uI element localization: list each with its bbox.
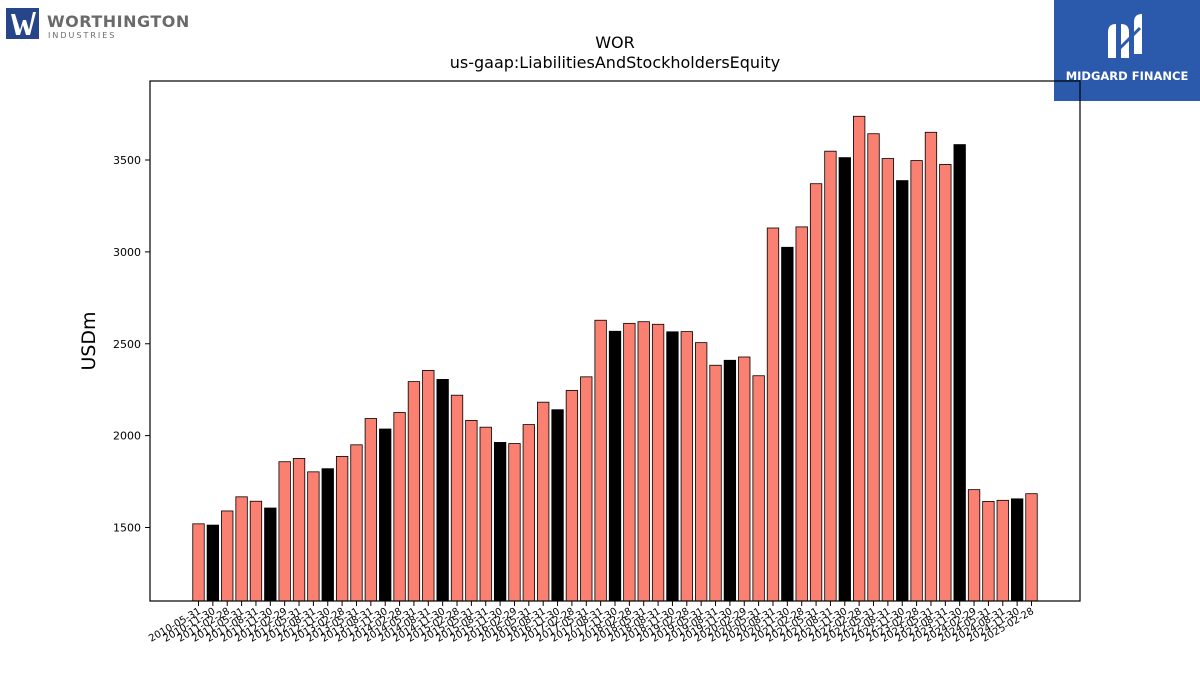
bar-2012-02-29 bbox=[278, 461, 291, 602]
bar-2017-05-31 bbox=[580, 376, 593, 602]
bar-2013-11-30 bbox=[379, 428, 392, 602]
worthington-logo: WORTHINGTON INDUSTRIES bbox=[6, 8, 206, 44]
y-tick-label: 2000 bbox=[113, 430, 141, 443]
bar-2019-02-28 bbox=[680, 331, 693, 602]
bar-2014-08-31 bbox=[422, 369, 435, 602]
midgard-logo-name: MIDGARD FINANCE bbox=[1065, 69, 1189, 83]
bar-2018-05-31 bbox=[637, 321, 650, 602]
bar-2013-02-28 bbox=[335, 455, 349, 602]
bar-2022-02-28 bbox=[853, 115, 866, 602]
bar-2022-05-31 bbox=[867, 133, 880, 602]
bar-2016-08-31 bbox=[537, 401, 550, 602]
plot-frame bbox=[149, 80, 1081, 602]
bar-2024-11-30 bbox=[1010, 498, 1024, 602]
midgard-mark-icon bbox=[1108, 14, 1142, 58]
bar-2020-02-29 bbox=[738, 356, 751, 602]
bar-2018-08-31 bbox=[651, 323, 665, 602]
bar-2017-02-28 bbox=[565, 390, 579, 602]
bar-series bbox=[192, 115, 1038, 602]
bar-2010-05-31 bbox=[192, 523, 205, 602]
y-tick-label: 1500 bbox=[113, 522, 141, 535]
bar-2017-08-31 bbox=[594, 319, 607, 602]
bar-2023-11-30 bbox=[953, 144, 966, 602]
bar-2023-08-31 bbox=[939, 164, 952, 602]
bar-2025-02-28 bbox=[1025, 493, 1038, 602]
bar-2012-05-31 bbox=[292, 458, 306, 602]
y-axis-label: USDm bbox=[78, 311, 100, 370]
y-tick-label: 2500 bbox=[113, 338, 141, 351]
bar-2011-08-31 bbox=[249, 500, 263, 602]
chart-title: WOR bbox=[595, 33, 635, 52]
worthington-logo-subtitle: INDUSTRIES bbox=[48, 31, 117, 40]
bar-2018-02-28 bbox=[623, 322, 636, 602]
bar-2017-11-30 bbox=[608, 330, 622, 602]
bar-2011-02-28 bbox=[221, 510, 234, 602]
bar-2018-11-30 bbox=[666, 331, 679, 602]
bar-2015-02-28 bbox=[450, 394, 464, 602]
bar-2014-05-31 bbox=[407, 381, 421, 602]
bar-2016-11-30 bbox=[551, 409, 564, 602]
bar-2020-05-31 bbox=[752, 375, 765, 602]
bar-2020-11-30 bbox=[781, 246, 794, 602]
worthington-logo-name: WORTHINGTON bbox=[47, 12, 190, 31]
bar-2021-08-31 bbox=[824, 150, 837, 602]
bar-2023-02-28 bbox=[910, 160, 923, 602]
bar-2012-11-30 bbox=[321, 468, 334, 602]
bar-2023-05-31 bbox=[924, 131, 938, 602]
midgard-logo: MIDGARD FINANCE bbox=[1054, 0, 1200, 101]
bar-2013-05-31 bbox=[350, 444, 363, 602]
bar-2011-05-31 bbox=[235, 496, 248, 602]
worthington-mark-icon bbox=[6, 8, 39, 39]
bar-2015-11-30 bbox=[493, 442, 507, 602]
chart-subtitle: us-gaap:LiabilitiesAndStockholdersEquity bbox=[450, 53, 781, 72]
bar-2014-11-30 bbox=[436, 378, 449, 602]
bar-2013-08-31 bbox=[364, 418, 377, 602]
y-tick-label: 3500 bbox=[113, 154, 141, 167]
bar-2021-02-28 bbox=[795, 226, 808, 602]
bar-2024-02-29 bbox=[967, 489, 981, 602]
bar-2016-05-31 bbox=[522, 424, 535, 602]
bar-2010-11-30 bbox=[206, 524, 220, 602]
bar-2022-11-30 bbox=[896, 180, 909, 602]
bar-2016-02-29 bbox=[508, 443, 521, 602]
bar-2020-08-31 bbox=[766, 227, 780, 602]
bar-2012-08-31 bbox=[307, 471, 320, 602]
bar-2019-05-31 bbox=[695, 342, 708, 602]
bar-2015-08-31 bbox=[479, 426, 492, 602]
bar-2019-11-30 bbox=[723, 359, 737, 602]
bar-2021-11-30 bbox=[838, 157, 851, 602]
bar-2015-05-31 bbox=[465, 419, 478, 602]
x-axis: 2010-05-312010-11-302011-02-282011-05-31… bbox=[147, 601, 1036, 645]
bar-2024-05-31 bbox=[982, 501, 995, 602]
bar-2024-08-31 bbox=[996, 499, 1009, 602]
bar-2019-08-31 bbox=[709, 364, 722, 602]
bar-2011-11-30 bbox=[264, 507, 277, 602]
bar-2014-02-28 bbox=[393, 412, 406, 602]
y-axis: 1500 2000 2500 3000 3500 bbox=[113, 154, 150, 535]
y-tick-label: 3000 bbox=[113, 246, 141, 259]
bar-2021-05-31 bbox=[809, 183, 823, 602]
bar-2022-08-31 bbox=[881, 158, 895, 602]
